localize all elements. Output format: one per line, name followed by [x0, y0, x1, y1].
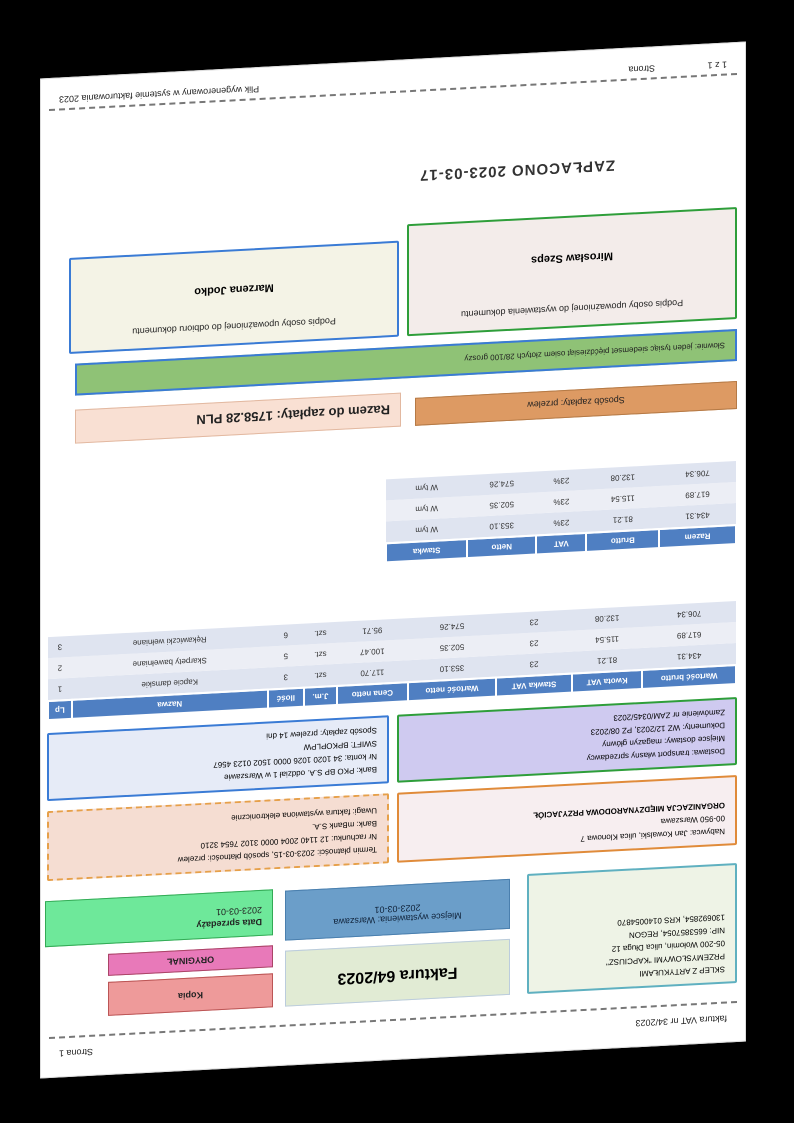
paid-stamp: ZAPŁACONO 2023-03-17: [419, 156, 615, 184]
sale-date-box: Data sprzedaży 2023-03-01: [45, 889, 273, 948]
delivery-block: Dostawa: transport własny sprzedawcy Mie…: [397, 696, 737, 783]
due-amount: Razem do zapłaty: 1758.28 PLN: [196, 402, 390, 428]
col-header: Ilość: [267, 687, 304, 709]
col-header: Lp: [48, 699, 72, 721]
summary-table: Razem Brutto VAT Netto Stawka 434.31 81.…: [385, 461, 737, 563]
original-badge: ORYGINAŁ: [108, 945, 273, 976]
bank-block: Bank: PKO BP S.A. oddział 1 w Warszawie …: [47, 715, 389, 802]
invoice-sheet: faktura VAT nr 34/2023 Strona 1 SKLEP Z …: [40, 41, 746, 1079]
header-left-text: faktura VAT nr 34/2023: [635, 1013, 727, 1029]
payment-block: Termin płatności: 2023-03-15, sposób pła…: [47, 793, 389, 882]
seller-block: SKLEP Z ARTYKUŁAMI PRZEMYSŁOWYMI "KAPCIU…: [527, 862, 737, 994]
title-box: Faktura 64/2023: [285, 938, 510, 1007]
buyer-block: Nabywca: Jan Kowalski, ulica Klonowa 7 0…: [397, 774, 737, 863]
col-header: J.m.: [303, 685, 337, 707]
signature-right: Podpis osoby upoważnionej do wystawienia…: [407, 206, 737, 337]
col-header: Cena netto: [336, 682, 408, 705]
document-title: Faktura 64/2023: [337, 963, 458, 987]
signature-left: Podpis osoby upoważnionej do odbioru dok…: [69, 240, 399, 354]
col-header: Stawka VAT: [496, 673, 572, 697]
header-right-text: Strona 1: [59, 1046, 94, 1059]
col-header: Kwota VAT: [571, 669, 643, 693]
summary-table-wrap: Razem Brutto VAT Netto Stawka 434.31 81.…: [385, 461, 737, 563]
copy-badge: Kopia: [108, 973, 273, 1016]
payment-method-box: Sposób zapłaty: przelew: [415, 380, 737, 426]
issue-info-box: Miejsce wystawienia: Warszawa 2023-03-01: [285, 878, 510, 941]
due-amount-box: Razem do zapłaty: 1758.28 PLN: [75, 392, 401, 444]
